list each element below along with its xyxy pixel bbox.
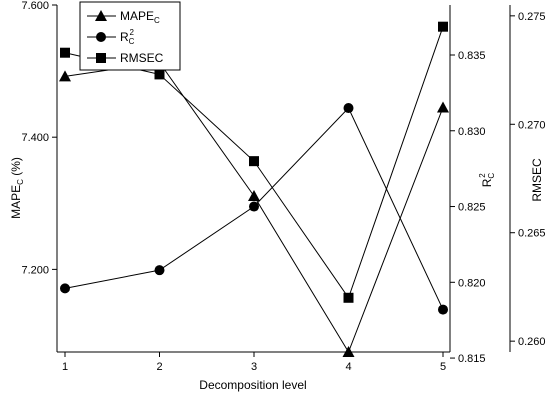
r2-axis-title: RC2	[478, 173, 496, 188]
x-tick-label: 4	[345, 361, 351, 373]
right1-tick-label: 0.835	[458, 50, 486, 62]
data-point-square	[438, 21, 448, 32]
square-marker-icon	[96, 53, 106, 63]
x-tick-label: 3	[251, 361, 257, 373]
svg-text:RMSEC: RMSEC	[120, 51, 164, 65]
data-point-square	[60, 47, 70, 58]
x-tick-label: 5	[440, 361, 446, 373]
data-point-triangle	[248, 190, 260, 202]
right1-tick-label: 0.820	[458, 277, 486, 289]
right2-tick-label: 0.265	[518, 228, 546, 240]
data-point-circle	[154, 265, 165, 276]
series-layer	[59, 21, 449, 357]
data-point-circle	[249, 201, 259, 212]
right1-tick-label: 0.815	[458, 353, 486, 365]
left-tick-label: 7.200	[21, 264, 49, 276]
data-point-triangle	[437, 101, 449, 113]
svg-text:RC2: RC2	[120, 28, 135, 46]
rmsec-axis-ticks: 0.260 0.265 0.270 0.275	[510, 11, 546, 348]
data-point-square	[249, 156, 259, 167]
right2-tick-label: 0.270	[518, 119, 546, 131]
data-point-triangle	[59, 70, 71, 82]
legend-entry-r2: RC2	[87, 28, 135, 46]
x-axis-title: Decomposition level	[199, 378, 306, 392]
data-point-square	[343, 292, 354, 303]
right1-tick-label: 0.830	[458, 126, 486, 138]
plot-frame	[56, 5, 511, 353]
rmsec-axis-title: RMSEC	[530, 158, 544, 202]
triangle-marker-icon	[95, 10, 107, 21]
legend-entry-rmsec: RMSEC	[87, 51, 164, 65]
right1-tick-label: 0.825	[458, 202, 486, 214]
left-tick-label: 7.400	[21, 132, 49, 144]
legend-entry-mape: MAPEC	[87, 9, 160, 25]
right2-tick-label: 0.275	[518, 11, 546, 23]
x-ticks: 1 2 3 4 5	[62, 352, 446, 373]
left-axis-title: MAPEC (%)	[9, 157, 25, 219]
legend: MAPEC RC2 RMSEC	[79, 1, 181, 71]
data-point-circle	[60, 283, 70, 294]
data-point-triangle	[342, 346, 355, 357]
circle-marker-icon	[96, 32, 106, 42]
right2-tick-label: 0.260	[518, 336, 546, 348]
x-tick-label: 2	[156, 361, 162, 373]
data-point-circle	[438, 304, 448, 315]
left-axis-ticks: 7.200 7.400 7.600	[21, 0, 57, 276]
svg-text:MAPEC: MAPEC	[120, 9, 160, 25]
data-point-square	[154, 69, 165, 80]
r2-axis-ticks: 0.815 0.820 0.825 0.830 0.835	[450, 50, 486, 365]
x-tick-label: 1	[62, 361, 68, 373]
series-circle	[60, 103, 448, 315]
left-tick-label: 7.600	[21, 0, 49, 12]
data-point-circle	[343, 103, 354, 114]
